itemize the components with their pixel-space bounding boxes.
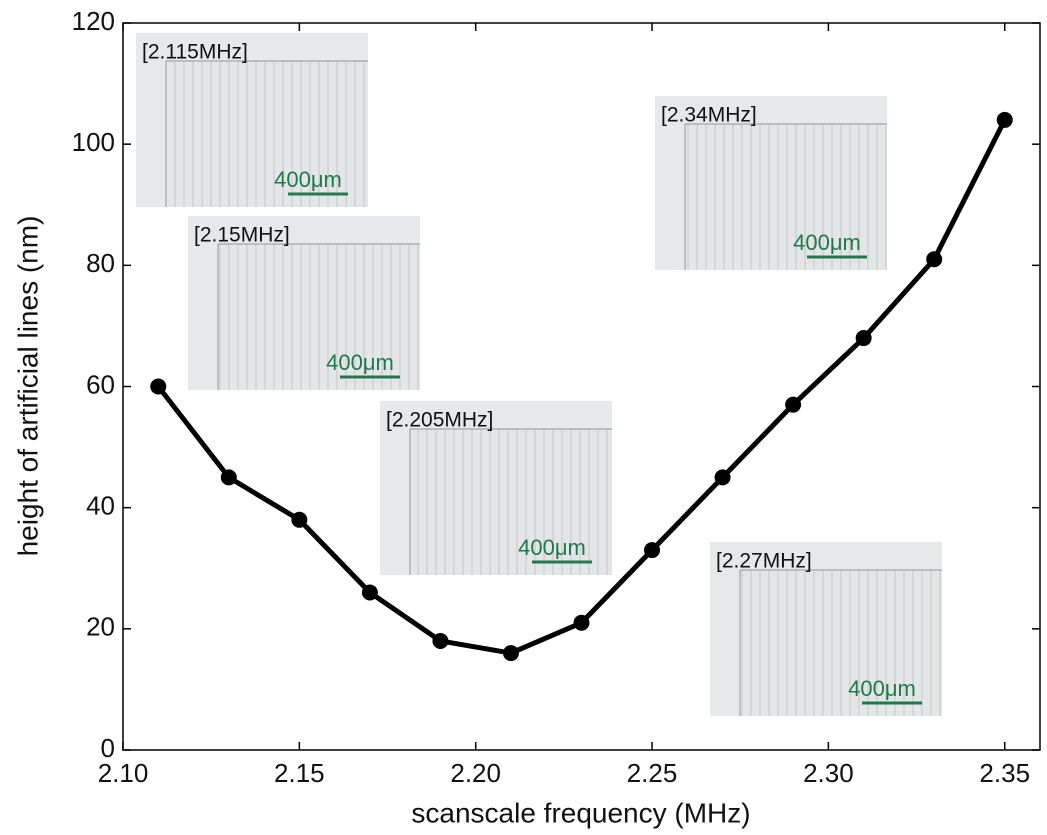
y-tick-label: 100 — [72, 127, 115, 157]
x-tick-label: 2.25 — [627, 758, 678, 788]
data-point — [996, 111, 1013, 128]
data-point — [644, 542, 661, 559]
data-point — [150, 378, 167, 395]
inset-photo: [2.15MHz] 400μm — [188, 216, 420, 390]
inset-stripes — [218, 244, 420, 390]
y-tick-label: 60 — [86, 369, 115, 399]
y-tick-label: 120 — [72, 6, 115, 36]
scale-label: 400μm — [793, 230, 861, 255]
scale-label: 400μm — [518, 535, 586, 560]
scale-label: 400μm — [848, 676, 916, 701]
inset-photo: [2.34MHz] 400μm — [655, 96, 887, 270]
inset-photo: [2.115MHz] 400μm — [136, 33, 368, 207]
inset-photo: [2.27MHz] 400μm — [710, 542, 942, 716]
x-tick-label: 2.20 — [450, 758, 501, 788]
x-tick-label: 2.35 — [979, 758, 1030, 788]
inset-stripes — [685, 124, 887, 270]
data-point — [432, 632, 449, 649]
inset-label: [2.115MHz] — [142, 41, 248, 64]
inset-photo: [2.205MHz] 400μm — [380, 401, 612, 575]
x-tick-label: 2.30 — [803, 758, 854, 788]
data-point — [855, 330, 872, 347]
data-point — [291, 511, 308, 528]
data-point — [714, 469, 731, 486]
inset-label: [2.34MHz] — [661, 104, 757, 127]
scale-label: 400μm — [274, 167, 342, 192]
x-tick-label: 2.15 — [274, 758, 325, 788]
y-tick-label: 0 — [101, 733, 115, 763]
x-axis-title: scanscale frequency (MHz) — [411, 797, 750, 828]
inset-label: [2.15MHz] — [194, 224, 290, 247]
x-tick-label: 2.10 — [98, 758, 149, 788]
y-tick-label: 80 — [86, 248, 115, 278]
inset-label: [2.205MHz] — [386, 409, 493, 432]
data-point — [220, 469, 237, 486]
inset-stripes — [410, 429, 612, 575]
y-tick-label: 20 — [86, 612, 115, 642]
data-point — [361, 584, 378, 601]
inset-stripes — [740, 570, 942, 716]
data-point — [785, 396, 802, 413]
y-axis-title: height of artificial lines (nm) — [12, 216, 43, 557]
inset-label: [2.27MHz] — [716, 550, 812, 573]
data-point — [926, 251, 943, 268]
inset-stripes — [166, 61, 368, 207]
data-point — [573, 614, 590, 631]
y-tick-label: 40 — [86, 491, 115, 521]
scale-label: 400μm — [326, 350, 394, 375]
data-point — [502, 645, 519, 662]
